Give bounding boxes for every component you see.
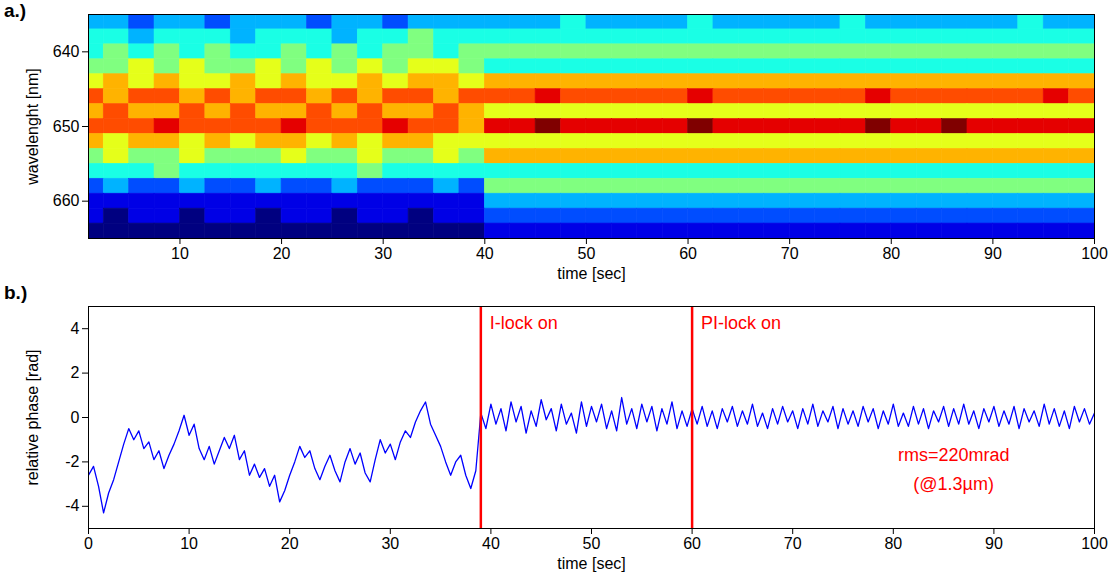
svg-text:660: 660	[53, 192, 80, 209]
svg-text:-2: -2	[65, 453, 79, 470]
svg-text:time [sec]: time [sec]	[557, 555, 625, 572]
html-text:b.): b.)	[4, 282, 28, 303]
svg-text:time [sec]: time [sec]	[557, 265, 625, 282]
svg-text:90: 90	[984, 245, 1002, 262]
svg-text:40: 40	[482, 535, 500, 552]
svg-text:100: 100	[1081, 535, 1108, 552]
svg-text:40: 40	[476, 245, 494, 262]
svg-text:50: 50	[578, 245, 596, 262]
html-text:a.): a.)	[4, 0, 27, 21]
svg-text:70: 70	[784, 535, 802, 552]
svg-text:PI-lock on: PI-lock on	[701, 313, 781, 333]
svg-text:30: 30	[381, 535, 399, 552]
svg-text:30: 30	[374, 245, 392, 262]
svg-text:100: 100	[1081, 245, 1108, 262]
svg-text:80: 80	[882, 245, 900, 262]
svg-text:I-lock on: I-lock on	[490, 313, 558, 333]
svg-text:90: 90	[985, 535, 1003, 552]
svg-text:10: 10	[180, 535, 198, 552]
svg-text:640: 640	[53, 43, 80, 60]
svg-text:-4: -4	[65, 497, 79, 514]
svg-text:0: 0	[84, 535, 93, 552]
svg-text:4: 4	[71, 320, 80, 337]
svg-text:wavelenght [nm]: wavelenght [nm]	[24, 68, 41, 186]
svg-text:650: 650	[53, 118, 80, 135]
svg-text:60: 60	[679, 245, 697, 262]
svg-text:rms=220mrad: rms=220mrad	[898, 445, 1010, 465]
svg-text:20: 20	[281, 535, 299, 552]
svg-text:60: 60	[683, 535, 701, 552]
svg-text:(@1.3µm): (@1.3µm)	[913, 474, 994, 494]
svg-text:10: 10	[171, 245, 189, 262]
svg-text:relative phase [rad]: relative phase [rad]	[24, 349, 41, 485]
svg-text:50: 50	[583, 535, 601, 552]
svg-text:20: 20	[273, 245, 291, 262]
svg-text:80: 80	[884, 535, 902, 552]
svg-text:70: 70	[781, 245, 799, 262]
svg-text:2: 2	[71, 364, 80, 381]
svg-text:0: 0	[71, 409, 80, 426]
